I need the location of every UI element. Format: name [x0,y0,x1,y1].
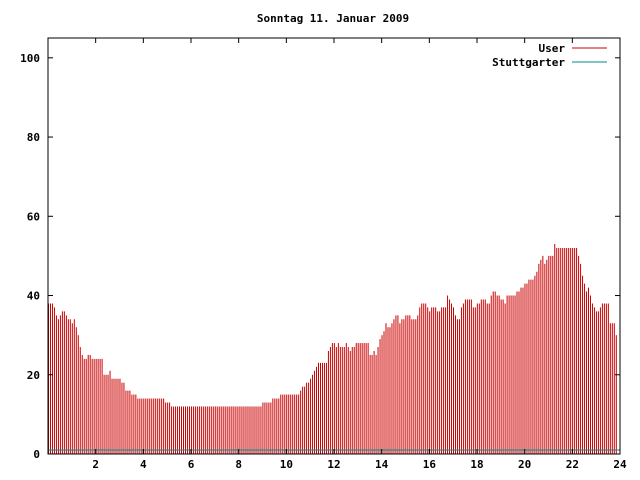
y-tick-label: 40 [27,290,40,303]
y-tick-label: 80 [27,131,40,144]
x-tick-label: 16 [423,458,437,471]
x-tick-label: 6 [188,458,195,471]
x-tick-label: 2 [92,458,99,471]
x-tick-label: 20 [518,458,531,471]
y-tick-label: 20 [27,369,40,382]
y-axis: 0 20 40 60 80 100 [20,52,620,461]
x-tick-label: 12 [327,458,340,471]
y-tick-label: 60 [27,210,40,223]
x-tick-label: 4 [140,458,147,471]
x-tick-label: 22 [566,458,579,471]
x-tick-label: 24 [613,458,627,471]
legend: User Stuttgarter [492,42,607,69]
x-tick-label: 8 [235,458,242,471]
y-tick-label: 0 [33,448,40,461]
chart-title: Sonntag 11. Januar 2009 [257,12,409,25]
x-tick-label: 18 [470,458,483,471]
legend-label-stuttgarter: Stuttgarter [492,56,565,69]
x-axis: 2 4 6 8 10 12 14 16 18 20 22 24 [92,38,627,471]
y-tick-label: 100 [20,52,40,65]
legend-label-user: User [539,42,566,55]
bars-group [48,244,617,454]
x-tick-label: 14 [375,458,389,471]
x-tick-label: 10 [280,458,293,471]
